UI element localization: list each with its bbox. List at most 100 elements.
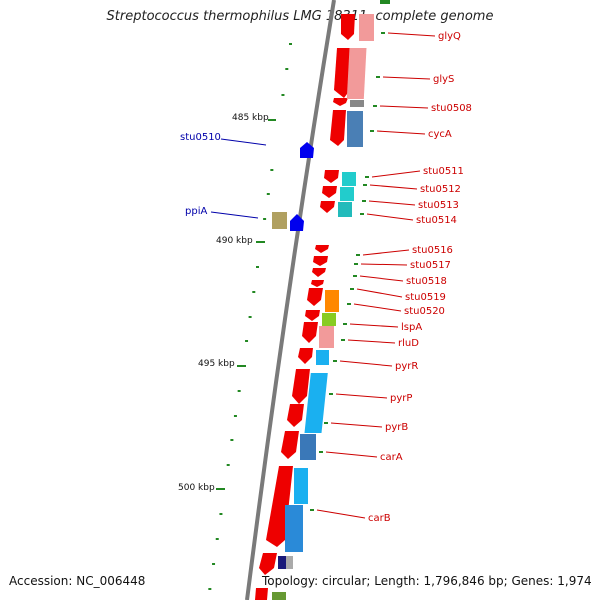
- feature-block-glyQ: [359, 14, 374, 41]
- feature-block-pyrR: [316, 350, 329, 365]
- gene-label-glyS[interactable]: glyS: [433, 74, 454, 85]
- gene-label-stu0508[interactable]: stu0508: [431, 103, 472, 114]
- genome-backbone: [245, 0, 336, 600]
- gene-label-ppiA[interactable]: ppiA: [185, 206, 207, 217]
- gene-label-rluD[interactable]: rluD: [398, 338, 419, 349]
- gene-stu0512-arrow[interactable]: [322, 186, 337, 198]
- gene-pyrP-arrow[interactable]: [292, 369, 310, 404]
- feature-block-olive: [272, 592, 286, 600]
- kbp-marker-490: 490 kbp: [216, 236, 265, 246]
- kbp-label: 500 kbp: [178, 483, 215, 493]
- feature-block-cycA: [347, 111, 363, 147]
- gene-stu0516-arrow[interactable]: [315, 245, 329, 253]
- gene-label-glyQ[interactable]: glyQ: [438, 31, 461, 42]
- gene-labels-right: glyQ glyS stu0508 cycA stu0511 stu0512 stu0513…: [368, 31, 472, 524]
- kbp-marker-500: 500 kbp: [178, 483, 225, 493]
- gene-stu0520-arrow[interactable]: [307, 288, 323, 306]
- gene-label-stu0512[interactable]: stu0512: [420, 184, 461, 195]
- feature-block-pyrP: [304, 373, 328, 433]
- label-connector: [379, 105, 429, 109]
- gene-pyrR-arrow[interactable]: [298, 348, 313, 364]
- feature-block-lspA: [322, 313, 336, 326]
- gene-stu0511-arrow[interactable]: [324, 170, 339, 183]
- feature-block-stu0511: [342, 172, 356, 186]
- topology-text: Topology: circular; Length: 1,796,846 bp…: [262, 574, 592, 588]
- feature-block-carA: [294, 468, 308, 504]
- label-connector: [335, 393, 388, 399]
- kbp-marker-485: 485 kbp: [232, 113, 276, 123]
- feature-block-glyS: [346, 48, 367, 99]
- gene-label-stu0519[interactable]: stu0519: [405, 292, 446, 303]
- gene-label-carB[interactable]: carB: [368, 513, 391, 524]
- feature-block-stu0513: [338, 202, 352, 217]
- gene-label-stu0511[interactable]: stu0511: [423, 166, 464, 177]
- kbp-label: 485 kbp: [232, 113, 269, 123]
- label-connector: [360, 263, 408, 266]
- gene-label-stu0517[interactable]: stu0517: [410, 260, 451, 271]
- gene-label-pyrP[interactable]: pyrP: [390, 393, 412, 404]
- gene-stu0513-arrow[interactable]: [320, 201, 335, 213]
- gene-label-stu0513[interactable]: stu0513: [418, 200, 459, 211]
- gene-label-stu0514[interactable]: stu0514: [416, 215, 457, 226]
- label-connector: [339, 360, 393, 367]
- feature-track-outer: [272, 0, 390, 600]
- kbp-label: 490 kbp: [216, 236, 253, 246]
- label-connector: [316, 509, 366, 519]
- feature-block-top: [380, 0, 390, 4]
- gene-glyQ-arrow[interactable]: [341, 14, 355, 40]
- feature-block-grey: [286, 556, 293, 569]
- label-connector: [330, 422, 383, 428]
- gene-stu0519-arrow[interactable]: [311, 280, 324, 287]
- label-connector: [356, 288, 403, 298]
- accession-text: Accession: NC_006448: [9, 574, 146, 588]
- gene-carA-arrow[interactable]: [281, 431, 299, 459]
- feature-block-dark: [278, 556, 286, 569]
- gene-labels-left: stu0510 ppiA: [180, 132, 267, 219]
- gene-cycA-arrow[interactable]: [330, 110, 346, 146]
- gene-label-cycA[interactable]: cycA: [428, 129, 452, 140]
- gene-label-pyrR[interactable]: pyrR: [395, 361, 418, 372]
- kbp-label: 495 kbp: [198, 359, 235, 369]
- feature-block-rluD: [319, 326, 334, 348]
- gene-label-stu0510[interactable]: stu0510: [180, 132, 221, 143]
- kbp-marker-495: 495 kbp: [198, 359, 246, 369]
- label-connector: [368, 200, 416, 206]
- gene-next2-arrow[interactable]: [255, 588, 268, 600]
- gene-label-stu0516[interactable]: stu0516: [412, 245, 453, 256]
- label-connectors: [310, 32, 436, 519]
- gene-rluD-arrow[interactable]: [302, 322, 318, 343]
- label-connector: [353, 303, 402, 312]
- gene-ppiA-arrow[interactable]: [290, 214, 304, 231]
- feature-block-stu0508: [350, 100, 364, 107]
- feature-block-stu0512: [340, 187, 354, 201]
- gene-label-lspA[interactable]: lspA: [401, 322, 422, 333]
- gene-ppiA-block: [272, 212, 287, 229]
- gene-glyS-arrow[interactable]: [334, 48, 352, 98]
- label-connector: [387, 32, 436, 37]
- gene-lspA-arrow[interactable]: [305, 310, 320, 321]
- gene-stu0518-arrow[interactable]: [312, 268, 326, 277]
- gene-stu0517-arrow[interactable]: [313, 256, 328, 266]
- label-connector: [376, 130, 426, 135]
- gene-label-stu0520[interactable]: stu0520: [404, 306, 445, 317]
- label-connector: [349, 323, 399, 328]
- map-title: Streptococcus thermophilus LMG 18311, co…: [106, 9, 494, 24]
- feature-block-carB: [285, 505, 303, 552]
- scale-ruler: [208, 43, 292, 590]
- label-connector: [382, 76, 431, 80]
- label-connector: [347, 339, 396, 344]
- gene-label-carA[interactable]: carA: [380, 452, 403, 463]
- label-connector: [371, 170, 421, 178]
- gene-label-stu0518[interactable]: stu0518: [406, 276, 447, 287]
- label-connector: [325, 451, 378, 458]
- label-connector: [369, 184, 418, 190]
- gene-pyrB-arrow[interactable]: [287, 404, 304, 427]
- gene-label-pyrB[interactable]: pyrB: [385, 422, 408, 433]
- left-strand-features: [272, 142, 314, 231]
- gene-next-arrow[interactable]: [259, 553, 277, 575]
- label-connector: [359, 275, 404, 282]
- gene-stu0510-arrow[interactable]: [300, 142, 314, 158]
- gene-stu0508-arrow[interactable]: [333, 98, 348, 106]
